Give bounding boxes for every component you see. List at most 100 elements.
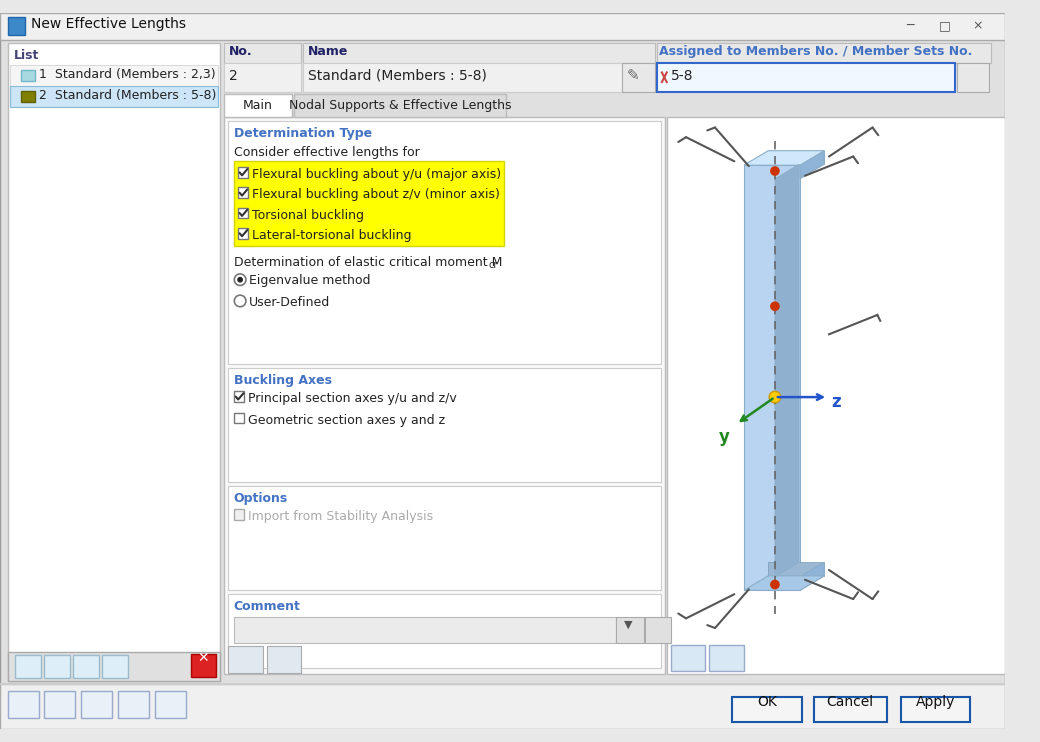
- Bar: [234, 413, 244, 423]
- Text: Name: Name: [308, 45, 348, 59]
- Text: Nodal Supports & Effective Lengths: Nodal Supports & Effective Lengths: [289, 99, 512, 111]
- Bar: [901, 697, 970, 722]
- Bar: [0, 683, 1005, 685]
- Text: Standard (Members : 5-8): Standard (Members : 5-8): [308, 68, 487, 82]
- Circle shape: [770, 301, 780, 311]
- Bar: [744, 165, 800, 591]
- Text: Assigned to Members No. / Member Sets No.: Assigned to Members No. / Member Sets No…: [659, 45, 972, 59]
- Bar: [155, 691, 185, 718]
- Bar: [7, 44, 220, 681]
- Circle shape: [770, 166, 780, 176]
- Text: ×: ×: [972, 19, 983, 33]
- Bar: [671, 646, 705, 671]
- Bar: [238, 228, 249, 239]
- Circle shape: [770, 393, 780, 402]
- Bar: [238, 188, 249, 198]
- Bar: [228, 486, 660, 591]
- Text: □: □: [939, 19, 951, 33]
- Text: 2: 2: [229, 68, 238, 82]
- Bar: [191, 654, 216, 677]
- Bar: [293, 93, 506, 117]
- Text: ✕: ✕: [198, 651, 209, 665]
- Bar: [118, 691, 149, 718]
- Bar: [234, 161, 504, 246]
- Text: Main: Main: [243, 99, 272, 111]
- Text: Import from Stability Analysis: Import from Stability Analysis: [249, 510, 434, 523]
- Bar: [81, 691, 112, 718]
- Bar: [7, 691, 38, 718]
- Text: List: List: [14, 49, 38, 62]
- Bar: [266, 646, 302, 674]
- Text: Determination Type: Determination Type: [234, 127, 372, 139]
- Text: 2  Standard (Members : 5-8): 2 Standard (Members : 5-8): [38, 89, 216, 102]
- Polygon shape: [744, 151, 824, 165]
- Bar: [813, 697, 887, 722]
- Text: Principal section axes y/u and z/v: Principal section axes y/u and z/v: [249, 393, 457, 405]
- Circle shape: [770, 391, 781, 403]
- Bar: [45, 691, 75, 718]
- Text: Eigenvalue method: Eigenvalue method: [250, 275, 371, 287]
- Bar: [21, 91, 34, 102]
- Bar: [646, 617, 671, 643]
- Circle shape: [770, 580, 780, 589]
- Polygon shape: [800, 151, 824, 179]
- Bar: [45, 655, 70, 678]
- Bar: [7, 652, 220, 681]
- Bar: [769, 562, 824, 576]
- Text: Comment: Comment: [234, 600, 301, 613]
- Text: New Effective Lengths: New Effective Lengths: [31, 17, 186, 31]
- Polygon shape: [800, 562, 824, 591]
- Text: Buckling Axes: Buckling Axes: [234, 374, 332, 387]
- Circle shape: [234, 295, 245, 306]
- Bar: [234, 509, 244, 520]
- Text: z: z: [831, 393, 840, 411]
- Text: Flexural buckling about z/v (minor axis): Flexural buckling about z/v (minor axis): [252, 188, 500, 201]
- Text: User-Defined: User-Defined: [250, 295, 331, 309]
- Bar: [238, 167, 249, 178]
- Bar: [228, 368, 660, 482]
- Text: ─: ─: [906, 19, 914, 33]
- Text: OK: OK: [757, 695, 777, 709]
- Text: y: y: [719, 428, 730, 446]
- Bar: [225, 117, 665, 674]
- Polygon shape: [744, 576, 824, 591]
- Text: cr: cr: [489, 260, 498, 270]
- Text: Cancel: Cancel: [827, 695, 874, 709]
- Text: Consider effective lengths for: Consider effective lengths for: [234, 146, 419, 159]
- Bar: [769, 151, 824, 164]
- Bar: [667, 117, 1005, 674]
- Text: Torsional buckling: Torsional buckling: [252, 209, 364, 222]
- Bar: [74, 655, 99, 678]
- Bar: [102, 655, 128, 678]
- Bar: [234, 391, 244, 402]
- Bar: [657, 44, 991, 63]
- Bar: [228, 121, 660, 364]
- Bar: [16, 655, 41, 678]
- Bar: [9, 86, 218, 107]
- Bar: [617, 617, 644, 643]
- Bar: [238, 208, 249, 218]
- Bar: [21, 70, 34, 81]
- Bar: [228, 646, 263, 674]
- Text: 5-8: 5-8: [671, 68, 693, 82]
- Circle shape: [237, 277, 243, 283]
- Bar: [0, 13, 1005, 39]
- Text: Options: Options: [234, 492, 288, 505]
- Text: Lateral-torsional buckling: Lateral-torsional buckling: [252, 229, 412, 242]
- Text: Apply: Apply: [915, 695, 955, 709]
- Circle shape: [234, 274, 245, 286]
- Bar: [7, 17, 25, 35]
- Text: Geometric section axes y and z: Geometric section axes y and z: [249, 413, 445, 427]
- Bar: [622, 63, 655, 92]
- Polygon shape: [775, 164, 799, 577]
- Text: 1  Standard (Members : 2,3): 1 Standard (Members : 2,3): [38, 68, 215, 81]
- Bar: [225, 93, 292, 117]
- Text: No.: No.: [229, 45, 253, 59]
- Bar: [304, 63, 622, 92]
- Text: ▼: ▼: [624, 620, 632, 630]
- Bar: [732, 697, 802, 722]
- Bar: [9, 65, 218, 86]
- Bar: [957, 63, 989, 92]
- Text: Determination of elastic critical moment M: Determination of elastic critical moment…: [234, 256, 502, 269]
- Text: Flexural buckling about y/u (major axis): Flexural buckling about y/u (major axis): [252, 168, 501, 181]
